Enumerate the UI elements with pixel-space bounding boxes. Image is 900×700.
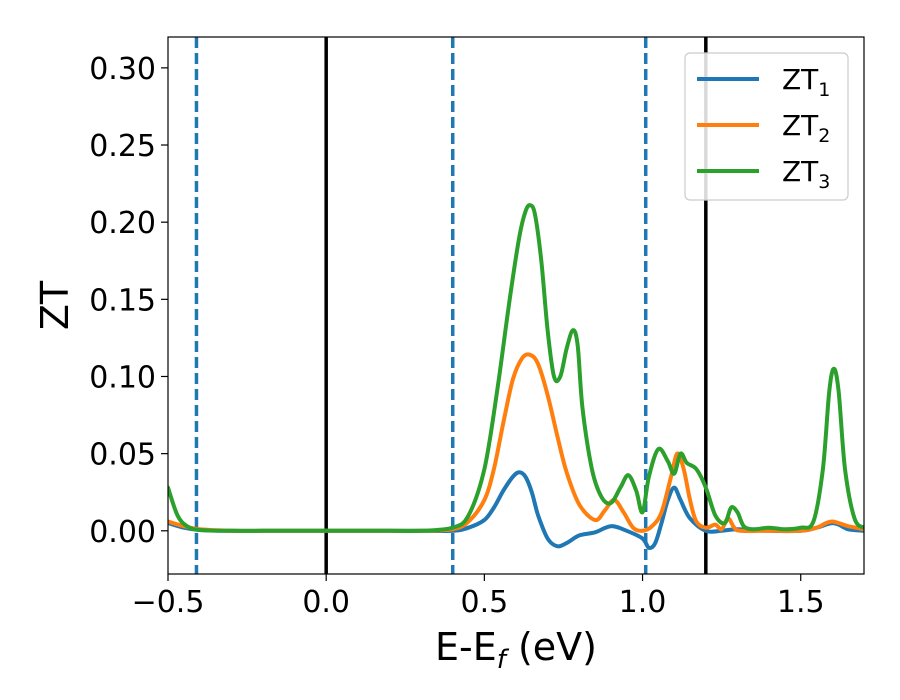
legend: ZT1 ZT2 ZT3 bbox=[684, 52, 849, 201]
series-line-1 bbox=[168, 470, 864, 550]
y-tick-label: 0.30 bbox=[89, 52, 156, 87]
y-tick-label: 0.25 bbox=[89, 129, 156, 164]
series-line-2 bbox=[168, 352, 864, 534]
x-axis-label: E-Ef (eV) bbox=[435, 625, 597, 675]
x-tick-label: −0.5 bbox=[132, 585, 205, 620]
y-tick-label: 0.10 bbox=[89, 360, 156, 395]
y-axis-label: ZT bbox=[33, 280, 77, 330]
y-tick-label: 0.15 bbox=[89, 283, 156, 318]
y-tick-label: 0.00 bbox=[89, 515, 156, 550]
x-axis-label-unit: (eV) bbox=[506, 625, 597, 669]
series-line-3 bbox=[168, 203, 864, 534]
series-lines bbox=[168, 203, 864, 550]
x-tick-label: 1.5 bbox=[777, 585, 825, 620]
y-tick-label: 0.20 bbox=[89, 206, 156, 241]
x-tick-label: 1.0 bbox=[619, 585, 667, 620]
x-tick-label: 0.0 bbox=[302, 585, 350, 620]
x-axis-ticks: −0.5 0.0 0.5 1.0 1.5 bbox=[132, 574, 825, 620]
reference-lines bbox=[194, 37, 708, 574]
legend-label-2: ZT2 bbox=[782, 109, 830, 147]
y-axis-ticks: 0.00 0.05 0.10 0.15 0.20 0.25 0.30 bbox=[89, 52, 168, 550]
x-tick-label: 0.5 bbox=[461, 585, 509, 620]
legend-label-3: ZT3 bbox=[782, 155, 830, 193]
x-axis-label-main: E-E bbox=[435, 625, 497, 669]
y-tick-label: 0.05 bbox=[89, 438, 156, 473]
legend-label-1: ZT1 bbox=[782, 63, 830, 101]
plot-frame bbox=[167, 36, 865, 575]
legend-box bbox=[684, 52, 849, 201]
